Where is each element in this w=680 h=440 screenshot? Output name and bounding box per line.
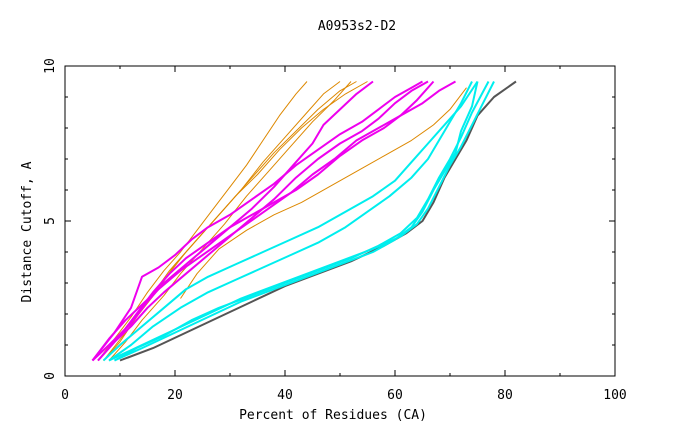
x-tick-label-40: 40 — [277, 388, 293, 403]
series-line-cyan-3 — [108, 81, 473, 362]
axis-layer: 0 20 40 60 80 100 0 5 10 — [43, 58, 627, 403]
x-axis-label: Percent of Residues (CA) — [239, 408, 427, 423]
series-line-magenta-1 — [91, 80, 423, 362]
series-line-magenta-3 — [91, 80, 374, 362]
plot-frame — [64, 65, 616, 377]
y-tick-label-10: 10 — [43, 58, 58, 74]
series-line-cyan-1 — [108, 81, 495, 362]
x-tick-label-100: 100 — [603, 388, 626, 403]
y-tick-label-5: 5 — [43, 217, 58, 225]
y-axis-label: Distance Cutoff, A — [20, 161, 35, 302]
series-line-orange-6 — [180, 87, 467, 299]
series-line-gray-1 — [119, 80, 517, 362]
series-line-cyan-4 — [102, 80, 479, 362]
series-line-magenta-5 — [97, 80, 435, 362]
chart-title: A0953s2-D2 — [318, 19, 396, 34]
series-line-cyan-2 — [114, 81, 479, 362]
x-tick-label-20: 20 — [167, 388, 183, 403]
series-line-cyan-5 — [114, 81, 490, 362]
x-tick-label-0: 0 — [61, 388, 69, 403]
x-tick-label-80: 80 — [497, 388, 513, 403]
x-tick-label-60: 60 — [387, 388, 403, 403]
y-tick-label-0: 0 — [43, 372, 58, 380]
series-line-orange-4 — [108, 81, 352, 361]
series-layer — [91, 80, 517, 362]
